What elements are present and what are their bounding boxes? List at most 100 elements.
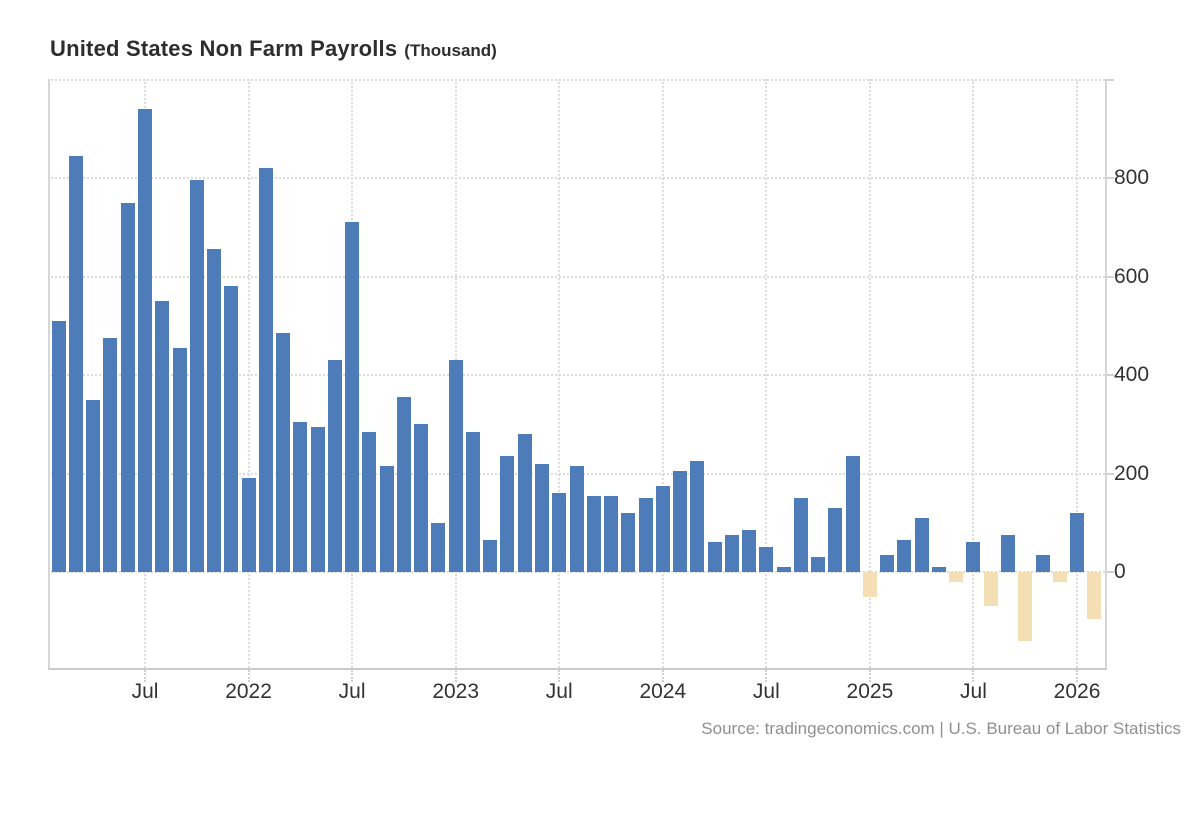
bar-jun-2024[interactable] — [742, 530, 757, 572]
bar-apr-2025[interactable] — [914, 517, 929, 572]
bar-may-2025[interactable] — [931, 567, 946, 572]
bar-may-2022[interactable] — [310, 426, 325, 572]
bar-nov-2024[interactable] — [828, 507, 843, 572]
x-gridline — [247, 79, 250, 668]
bar-apr-2024[interactable] — [707, 542, 722, 572]
bar-feb-2023[interactable] — [465, 431, 480, 572]
bar-jul-2021[interactable] — [138, 109, 152, 572]
bar-dec-2025[interactable] — [1052, 572, 1067, 582]
x-axis-tick — [1076, 670, 1079, 682]
y-axis-tick — [1105, 177, 1114, 179]
bar-may-2024[interactable] — [724, 535, 739, 572]
x-axis-label: 2026 — [1053, 680, 1101, 703]
bar-dec-2022[interactable] — [431, 522, 446, 572]
bar-mar-2021[interactable] — [68, 155, 83, 572]
bar-jul-2022[interactable] — [345, 222, 360, 572]
bar-sep-2021[interactable] — [172, 347, 187, 572]
x-axis-label: 2025 — [846, 680, 894, 703]
bar-feb-2024[interactable] — [673, 471, 688, 572]
x-axis-label: Jul — [131, 680, 159, 703]
bar-sep-2022[interactable] — [379, 466, 394, 572]
bar-aug-2023[interactable] — [569, 466, 584, 572]
x-axis-tick — [558, 670, 561, 682]
x-axis-tick — [868, 670, 871, 682]
x-gridline — [558, 79, 561, 668]
bar-feb-2025[interactable] — [880, 554, 895, 572]
bar-feb-2021[interactable] — [51, 320, 66, 572]
y-gridline — [48, 275, 1105, 278]
bar-jun-2021[interactable] — [120, 202, 135, 572]
bar-dec-2021[interactable] — [224, 286, 239, 572]
x-gridline — [765, 79, 768, 668]
x-axis-label: Jul — [545, 680, 573, 703]
x-axis-label: Jul — [960, 680, 987, 703]
bar-nov-2022[interactable] — [414, 424, 429, 572]
chart-title-text: United States Non Farm Payrolls — [50, 36, 398, 61]
bar-sep-2025[interactable] — [1001, 535, 1015, 572]
x-axis-label: Jul — [752, 680, 780, 703]
x-axis-label: Jul — [338, 680, 366, 703]
bar-mar-2023[interactable] — [483, 539, 498, 572]
bar-apr-2021[interactable] — [86, 399, 101, 572]
bar-oct-2022[interactable] — [396, 397, 411, 572]
bar-jun-2022[interactable] — [327, 360, 342, 572]
bar-aug-2025[interactable] — [983, 572, 998, 607]
chart-title-unit: (Thousand) — [404, 41, 497, 60]
bar-jan-2023[interactable] — [448, 360, 463, 572]
bar-oct-2024[interactable] — [811, 557, 826, 572]
bar-may-2023[interactable] — [517, 434, 532, 572]
bar-jan-2022[interactable] — [241, 478, 256, 572]
x-gridline — [1076, 79, 1079, 668]
plot-border-left — [48, 79, 50, 668]
bar-mar-2024[interactable] — [690, 461, 705, 572]
x-axis-label: 2024 — [639, 680, 687, 703]
y-axis-label: 200 — [1114, 461, 1150, 485]
y-axis-tick — [1105, 472, 1114, 475]
x-gridline — [661, 79, 664, 668]
bar-oct-2025[interactable] — [1018, 572, 1033, 641]
bar-jul-2025[interactable] — [966, 542, 981, 572]
bar-nov-2021[interactable] — [207, 249, 222, 572]
y-axis-tick — [1105, 374, 1114, 376]
bar-feb-2022[interactable] — [258, 168, 273, 572]
bar-feb-2026[interactable] — [1087, 572, 1102, 619]
plot-border-right — [1105, 79, 1107, 668]
bar-jun-2023[interactable] — [534, 463, 549, 572]
bar-mar-2025[interactable] — [897, 539, 912, 572]
y-gridline — [48, 177, 1105, 179]
bar-nov-2023[interactable] — [621, 512, 636, 572]
y-axis-tick — [1105, 275, 1114, 278]
y-gridline — [48, 78, 1105, 81]
bar-dec-2024[interactable] — [845, 456, 860, 572]
y-axis-label: 600 — [1114, 264, 1150, 288]
bar-jan-2026[interactable] — [1070, 512, 1085, 572]
bar-jun-2025[interactable] — [949, 572, 964, 582]
bar-jan-2025[interactable] — [862, 572, 877, 597]
x-axis-tick — [454, 670, 457, 682]
x-gridline — [972, 79, 975, 668]
y-axis-tick — [1105, 78, 1114, 81]
x-axis-tick — [972, 670, 975, 682]
bar-sep-2024[interactable] — [793, 498, 808, 572]
bar-aug-2024[interactable] — [776, 567, 791, 572]
y-gridline — [48, 374, 1105, 376]
bar-apr-2023[interactable] — [500, 456, 515, 572]
bar-aug-2022[interactable] — [362, 431, 377, 572]
bar-oct-2021[interactable] — [189, 180, 204, 572]
bar-nov-2025[interactable] — [1035, 554, 1050, 572]
bar-sep-2023[interactable] — [586, 495, 601, 572]
x-gridline — [868, 79, 871, 668]
bar-jul-2023[interactable] — [552, 493, 567, 572]
bar-jul-2024[interactable] — [759, 547, 774, 572]
bar-apr-2022[interactable] — [293, 421, 308, 572]
y-axis-tick — [1105, 571, 1114, 573]
bar-mar-2022[interactable] — [276, 333, 291, 572]
x-axis-label: 2023 — [432, 680, 480, 703]
bar-oct-2023[interactable] — [604, 495, 619, 572]
bar-dec-2023[interactable] — [638, 498, 653, 572]
bar-aug-2021[interactable] — [155, 301, 170, 572]
chart-title: United States Non Farm Payrolls (Thousand… — [50, 36, 497, 62]
bar-may-2021[interactable] — [103, 338, 118, 572]
bar-jan-2024[interactable] — [655, 485, 670, 572]
